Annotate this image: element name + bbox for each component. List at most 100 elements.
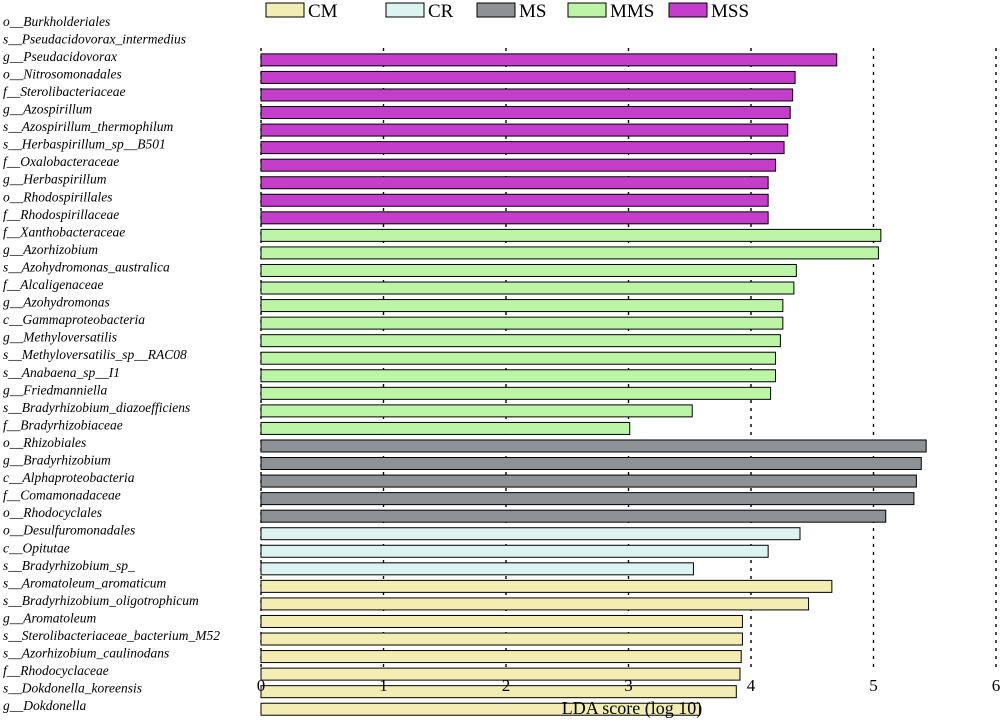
bar-mms [260,263,797,277]
legend-swatch-cm [265,2,305,18]
legend-swatch-cr [385,2,425,18]
bar-cm [260,650,742,664]
bar-mss [260,193,769,207]
row-label: c__Alphaproteobacteria [3,470,135,485]
row-label: o__Nitrosomonadales [3,66,122,81]
legend: CM CR MS MMS MSS [265,1,749,22]
legend-label-ms: MS [519,1,546,22]
bar-mss [260,141,785,155]
row-label: g__Friedmanniella [3,382,107,397]
row-label: s__Pseudacidovorax_intermedius [3,31,186,46]
row-label: o__Burkholderiales [3,14,110,29]
x-axis-label: LDA score (log 10) [562,698,702,719]
row-labels: o__Burkholderiales s__Pseudacidovorax_int… [3,14,220,713]
bar-mms [260,299,784,313]
legend-item-ms: MS [476,1,546,22]
row-label: g__Aromatoleum [3,610,96,625]
row-label: c__Opitutae [3,540,70,555]
bar-mms [260,369,776,383]
x-tick-label: 6 [992,676,1000,695]
legend-swatch-ms [476,2,516,18]
legend-label-mms: MMS [610,1,654,22]
bar-cm [260,685,737,699]
row-label: o__Rhizobiales [3,435,86,450]
row-label: s__Aromatoleum_aromaticum [3,575,166,590]
row-label: s__Azospirillum_thermophilum [3,119,174,134]
legend-swatch-mms [567,2,607,18]
bar-mms [260,281,795,295]
row-label: g__Azospirillum [3,102,93,117]
bar-mms [260,421,631,435]
legend-item-mms: MMS [567,1,654,22]
bar-ms [260,492,915,506]
row-label: g__Azorhizobium [3,242,98,257]
bar-mss [260,106,791,120]
row-label: s__Azohydromonas_australica [3,259,170,274]
legend-label-mss: MSS [711,1,749,22]
bar-ms [260,509,887,523]
bar-ms [260,474,917,488]
bar-cm [260,614,743,628]
x-tick-label: 4 [747,676,756,695]
bar-mms [260,334,781,348]
bar-mms [260,246,879,260]
row-label: o__Rhodocyclales [3,505,102,520]
x-tick-label: 3 [624,676,633,695]
bar-mss [260,176,769,190]
row-label: f__Comamonadaceae [3,488,121,503]
row-label: f__Oxalobacteraceae [3,154,119,169]
bar-cr [260,527,801,541]
bar-mss [260,158,776,172]
bar-mss [260,123,789,137]
bar-mms [260,386,772,400]
row-label: s__Anabaena_sp__I1 [3,365,120,380]
row-label: c__Gammaproteobacteria [3,312,145,327]
bars [260,53,927,716]
x-tick-label: 1 [379,676,388,695]
bar-mms [260,228,882,242]
row-label: s__Sterolibacteriaceae_bacterium_M52 [3,628,220,643]
row-label: g__Bradyrhizobium [3,453,111,468]
row-label: o__Desulfuromonadales [3,523,135,538]
row-label: f__Alcaligenaceae [3,277,103,292]
bar-mss [260,88,794,102]
legend-label-cm: CM [308,1,338,22]
bar-ms [260,457,922,471]
bar-mss [260,53,838,67]
bar-mms [260,404,693,418]
row-label: o__Rhodospirillales [3,189,113,204]
row-label: g__Pseudacidovorax [3,49,117,64]
bar-cr [260,544,769,558]
row-label: g__Herbaspirillum [3,172,107,187]
row-label: f__Bradyrhizobiaceae [3,417,123,432]
x-tick-label: 2 [502,676,511,695]
row-label: s__Bradyrhizobium_sp_ [3,558,135,573]
bar-cm [260,667,741,681]
row-label: s__Bradyrhizobium_diazoefficiens [3,400,190,415]
legend-label-cr: CR [428,1,454,22]
row-label: g__Methyloversatilis [3,330,117,345]
x-tick-label: 0 [257,676,266,695]
bar-cm [260,597,810,611]
bar-cm [260,579,833,593]
bar-ms [260,439,927,453]
x-axis-ticks: 0 1 2 3 4 5 6 [257,676,1000,695]
legend-item-mss: MSS [668,1,749,22]
row-label: s__Dokdonella_koreensis [3,681,142,696]
row-label: s__Herbaspirillum_sp__B501 [3,137,166,152]
row-label: f__Rhodospirillaceae [3,207,119,222]
row-label: g__Dokdonella [3,698,86,713]
row-label: f__Xanthobacteraceae [3,224,125,239]
bar-mms [260,351,776,365]
row-label: s__Methyloversatilis_sp__RAC08 [3,347,187,362]
legend-swatch-mss [668,2,708,18]
bar-mms [260,316,784,330]
bar-cm [260,632,743,646]
bar-mss [260,211,769,225]
bar-mss [260,70,796,84]
x-tick-label: 5 [869,676,878,695]
row-label: g__Azohydromonas [3,295,110,310]
bar-cm [260,702,701,716]
